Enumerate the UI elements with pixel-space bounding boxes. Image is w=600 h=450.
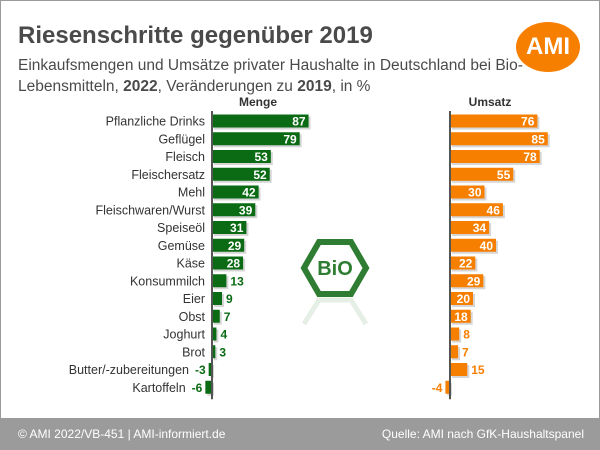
category-label: Geflügel — [158, 132, 205, 146]
bar-menge — [208, 363, 212, 376]
data-label: 13 — [230, 274, 244, 288]
bar-menge — [212, 274, 227, 288]
subtitle-text: , Veränderungen zu — [157, 78, 298, 95]
data-label: 29 — [467, 274, 481, 288]
bar-menge — [212, 327, 217, 341]
data-label: 55 — [497, 168, 511, 182]
data-label: 7 — [224, 310, 231, 324]
data-label: -3 — [195, 363, 206, 377]
bar-umsatz — [450, 292, 473, 305]
bar-umsatz — [450, 132, 548, 146]
bar-menge — [212, 150, 271, 163]
category-label: Käse — [177, 257, 206, 271]
copyright: © AMI 2022/VB-451 | AMI-informiert.de — [18, 427, 226, 441]
series-title-menge: Menge — [239, 95, 277, 109]
data-label: -4 — [432, 381, 443, 395]
data-label: 87 — [292, 115, 306, 129]
data-label: 79 — [283, 132, 297, 146]
data-label: 29 — [228, 239, 242, 253]
bar-menge — [212, 238, 245, 252]
bar-menge — [212, 203, 256, 217]
bar-umsatz — [450, 221, 490, 234]
bio-seal-hexagon — [300, 239, 370, 297]
bio-seal-text: BiO — [317, 258, 353, 280]
bar-umsatz — [450, 185, 485, 199]
bar-umsatz — [450, 363, 468, 376]
bio-hexagon-seal-icon: BiO — [300, 239, 370, 326]
category-label: Speiseöl — [157, 221, 205, 235]
data-label: 53 — [254, 150, 268, 164]
category-label: Gemüse — [158, 239, 205, 253]
subtitle: Einkaufsmengen und Umsätze privater Haus… — [18, 55, 528, 97]
data-label: 52 — [253, 168, 267, 182]
data-label: 18 — [454, 310, 468, 324]
data-label: 42 — [242, 186, 256, 200]
bio-reflection — [301, 297, 369, 326]
bar-menge — [212, 292, 222, 305]
data-label: 20 — [457, 292, 471, 306]
category-label: Joghurt — [163, 328, 205, 342]
bar-umsatz — [450, 167, 514, 181]
bar-umsatz — [450, 203, 503, 217]
subtitle-year: 2019 — [297, 78, 332, 95]
category-label: Mehl — [178, 186, 205, 200]
category-label: Eier — [183, 292, 205, 306]
bar-menge — [212, 256, 244, 270]
data-label: 40 — [480, 239, 494, 253]
subtitle-text: , in % — [331, 78, 371, 95]
bar-menge — [212, 114, 309, 128]
bar-umsatz — [450, 256, 476, 270]
bar-umsatz — [450, 327, 460, 341]
category-label: Butter/-zubereitungen — [69, 363, 189, 377]
category-label: Obst — [179, 310, 206, 324]
data-label: 30 — [468, 186, 482, 200]
bar-umsatz — [450, 309, 471, 323]
data-label: 85 — [531, 132, 545, 146]
data-label: 4 — [220, 328, 227, 342]
bar-chart: Menge877953524239312928139743-3-6Umsatz7… — [69, 95, 550, 400]
data-label: 78 — [523, 150, 537, 164]
bar-umsatz — [450, 274, 484, 288]
bar-menge — [212, 185, 259, 199]
data-label: 34 — [473, 221, 487, 235]
data-label: 76 — [521, 115, 535, 129]
data-label: 39 — [239, 203, 253, 217]
data-label: 28 — [227, 257, 241, 271]
bar-menge — [212, 132, 300, 146]
bar-umsatz — [445, 380, 450, 394]
bar-umsatz — [450, 238, 496, 252]
bar-umsatz — [450, 150, 540, 163]
bar-menge — [212, 221, 247, 234]
source: Quelle: AMI nach GfK-Haushaltspanel — [381, 427, 584, 441]
footer: © AMI 2022/VB-451 | AMI-informiert.de Qu… — [0, 418, 600, 450]
bar-shadow — [214, 347, 218, 361]
bar-menge — [212, 345, 216, 359]
series-title-umsatz: Umsatz — [469, 95, 512, 109]
data-label: -6 — [192, 381, 203, 395]
category-label: Brot — [182, 345, 205, 359]
data-label: 15 — [471, 363, 485, 377]
category-label: Fleischwaren/Wurst — [95, 203, 205, 217]
category-label: Fleischersatz — [131, 168, 205, 182]
data-label: 7 — [462, 345, 469, 359]
subtitle-text: Einkaufsmengen und Umsätze privater Haus… — [18, 57, 523, 95]
subtitle-year: 2022 — [123, 78, 158, 95]
bar-menge — [212, 167, 270, 181]
data-label: 31 — [230, 221, 244, 235]
data-label: 9 — [226, 292, 233, 306]
ami-logo: AMI — [516, 22, 580, 72]
category-label: Fleisch — [165, 150, 205, 164]
data-label: 46 — [487, 203, 501, 217]
page-title: Riesenschritte gegenüber 2019 — [18, 22, 373, 49]
category-label: Pflanzliche Drinks — [106, 115, 205, 129]
data-label: 8 — [463, 328, 470, 342]
bar-umsatz — [450, 114, 538, 128]
data-label: 3 — [219, 345, 226, 359]
category-label: Konsummilch — [130, 274, 205, 288]
data-label: 22 — [459, 257, 473, 271]
bar-menge — [205, 380, 212, 394]
bar-menge — [212, 309, 220, 323]
category-label: Kartoffeln — [132, 381, 185, 395]
bar-umsatz — [450, 345, 459, 359]
